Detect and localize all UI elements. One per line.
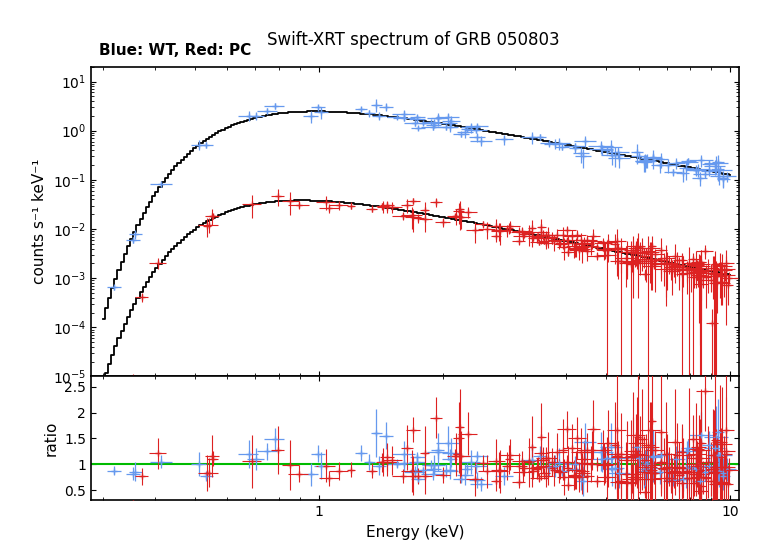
Y-axis label: ratio: ratio <box>43 421 58 456</box>
Text: Swift-XRT spectrum of GRB 050803: Swift-XRT spectrum of GRB 050803 <box>267 31 559 48</box>
Text: Blue: WT, Red: PC: Blue: WT, Red: PC <box>99 43 251 58</box>
X-axis label: Energy (keV): Energy (keV) <box>366 525 464 540</box>
Y-axis label: counts s⁻¹ keV⁻¹: counts s⁻¹ keV⁻¹ <box>32 159 47 284</box>
